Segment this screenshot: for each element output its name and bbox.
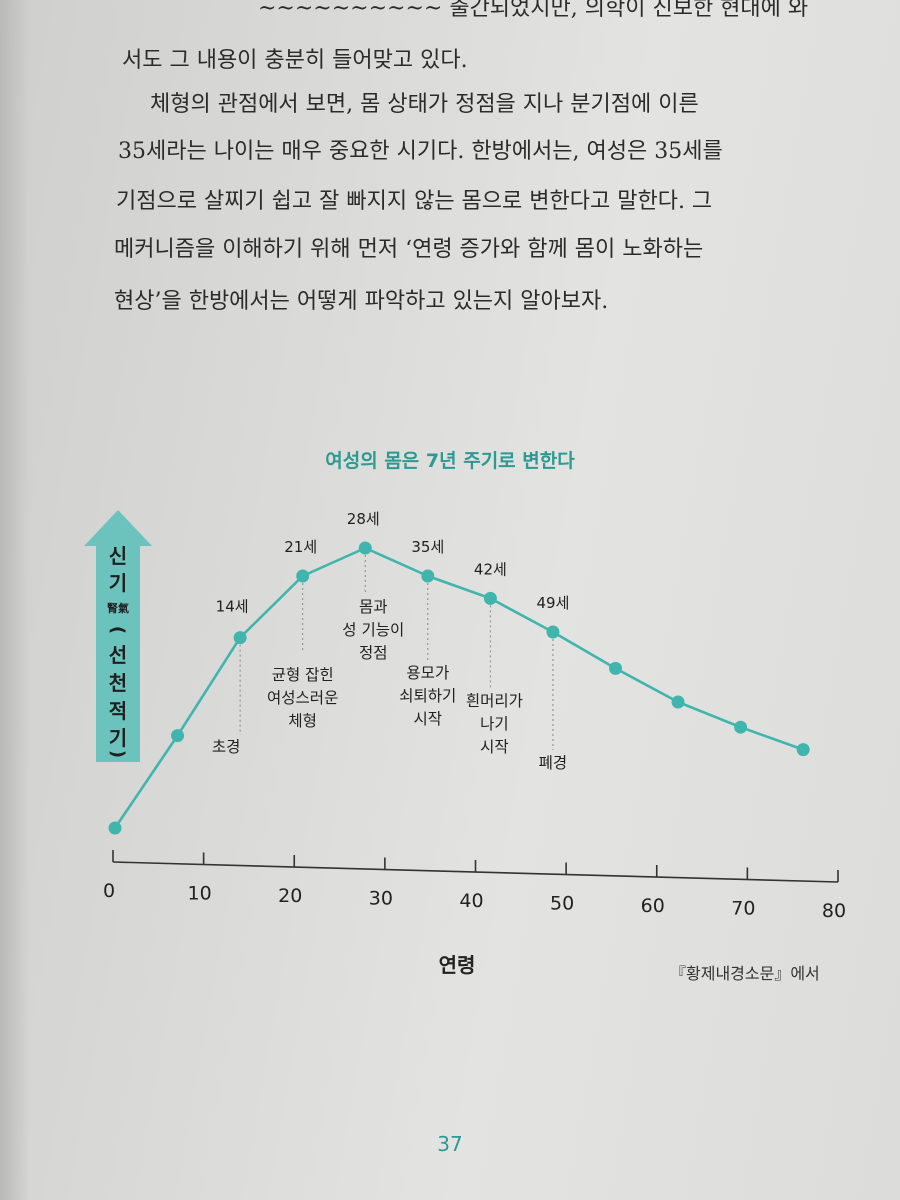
y-axis-label-char: ( — [107, 626, 128, 634]
annotation-line: 여성스러운 — [267, 689, 338, 707]
annotation-line: 시작 — [414, 710, 443, 728]
annotation-line: 몸과 — [359, 598, 388, 616]
age-label: 42세 — [474, 560, 507, 578]
data-point — [108, 821, 122, 835]
y-axis-label-char: ) — [107, 750, 128, 758]
annotation-line: 체형 — [288, 712, 317, 730]
data-point — [609, 661, 622, 675]
x-tick-label: 10 — [188, 883, 212, 905]
age-label: 49세 — [536, 594, 569, 612]
y-axis-label-char: 선 — [109, 643, 127, 667]
y-axis-label-char: 腎氣 — [107, 601, 129, 615]
x-axis: 0 10 20 30 40 50 60 70 80 — [103, 850, 846, 922]
x-tick-label: 0 — [103, 880, 115, 902]
data-point — [171, 729, 185, 743]
annotation-line: 폐경 — [539, 754, 568, 772]
text-line: 체형의 관점에서 보면, 몸 상태가 정점을 지나 분기점에 이른 — [150, 92, 699, 117]
x-tick-label: 30 — [369, 888, 393, 910]
annotation-line: 용모가 — [406, 664, 449, 682]
annotation-line: 쇠퇴하기 — [399, 687, 456, 705]
page-number: 37 — [437, 1132, 463, 1156]
text-line: 기점으로 살찌기 쉽고 잘 빠지지 않는 몸으로 변한다고 말한다. 그 — [116, 189, 713, 214]
text-line: 35세라는 나이는 매우 중요한 시기다. 한방에서는, 여성은 35세를 — [118, 139, 723, 164]
x-tick-label: 50 — [550, 893, 574, 915]
data-point — [734, 720, 748, 734]
x-tick-label: 70 — [731, 898, 755, 920]
guide-lines — [239, 555, 554, 750]
y-axis-label-char: 기 — [109, 726, 127, 750]
page-shadow — [0, 0, 30, 1200]
x-tick-label: 80 — [822, 900, 846, 922]
data-point — [796, 743, 810, 757]
chart-title: 여성의 몸은 7년 주기로 변한다 — [325, 450, 575, 472]
y-axis-arrow-shape — [84, 510, 152, 762]
age-label: 35세 — [411, 538, 444, 556]
x-tick-label: 20 — [278, 885, 302, 907]
data-point — [671, 695, 685, 709]
data-point — [358, 541, 372, 555]
data-point — [483, 591, 497, 605]
age-labels: 14세 21세 28세 35세 42세 49세 — [216, 510, 570, 616]
annotation-line: 균형 잡힌 — [272, 666, 334, 684]
text-line: 메커니즘을 이해하기 위해 먼저 ‘연령 증가와 함께 몸이 노화하는 — [114, 237, 704, 262]
y-axis-label-char: 적 — [109, 699, 127, 723]
y-axis-label-char: 천 — [109, 671, 127, 695]
x-tick-label: 60 — [641, 895, 665, 917]
x-tick-label: 40 — [459, 890, 483, 912]
text-line: 서도 그 내용이 충분히 들어맞고 있다. — [122, 48, 468, 73]
source-citation: 『황제내경소문』에서 — [670, 964, 820, 983]
annotation-line: 흰머리가 — [466, 692, 523, 710]
y-axis-label-char: 기 — [109, 571, 127, 595]
data-point — [296, 569, 310, 583]
age-label: 28세 — [347, 510, 380, 528]
annotation-line: 시작 — [480, 738, 509, 756]
annotation-line: 성 기능이 — [342, 621, 404, 639]
annotation-line: 정점 — [359, 644, 388, 662]
text-line: 현상’을 한방에서는 어떻게 파악하고 있는지 알아보자. — [114, 289, 609, 314]
age-label: 21세 — [284, 538, 317, 556]
series-path — [113, 546, 804, 829]
annotation-line: 초경 — [212, 738, 241, 756]
annotation-line: 나기 — [480, 715, 509, 733]
data-points — [108, 541, 810, 835]
text-line: ~~~~~~~~~~ 출간되었지만, 의학이 진보한 현대에 와 — [258, 0, 809, 21]
x-axis-label: 연령 — [439, 953, 476, 977]
y-axis-arrow — [84, 510, 152, 762]
data-point — [546, 625, 560, 639]
data-point — [233, 631, 247, 645]
y-axis-label-char: 신 — [109, 544, 127, 568]
data-point — [421, 569, 435, 583]
series-line — [113, 546, 804, 829]
age-label: 14세 — [216, 598, 249, 616]
